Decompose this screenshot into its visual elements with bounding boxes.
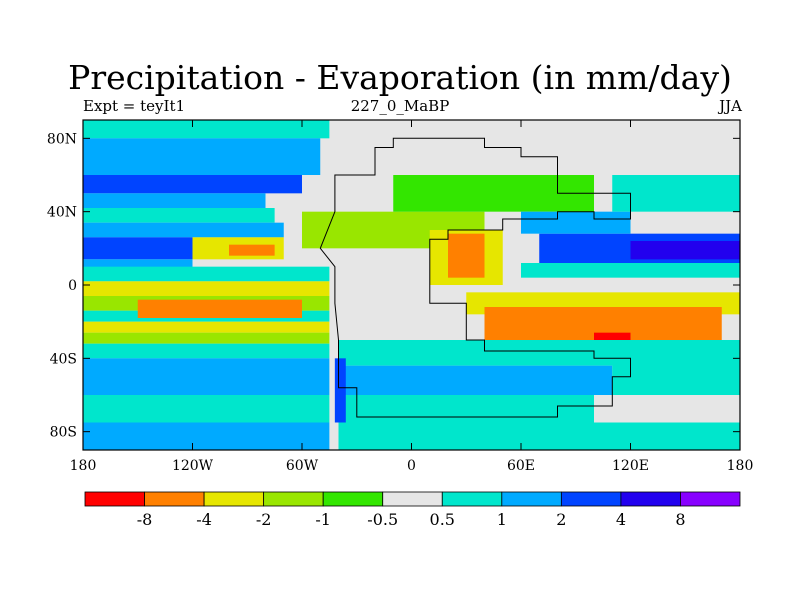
x-tick-label-3: 0: [407, 458, 416, 474]
colorbar-swatch-5: [382, 491, 443, 507]
colorbar-swatch-6: [441, 491, 503, 507]
colorbar-swatch-2: [203, 491, 265, 507]
colorbar: -8 -4 -2 -1 -0.5 0.5 1 2 4 8: [84, 491, 741, 529]
y-tick-label-0: 80N: [47, 131, 77, 147]
field-region-23: [429, 138, 521, 175]
field-region-35: [338, 365, 613, 395]
colorbar-label-8: 4: [616, 510, 626, 529]
field-region-20: [83, 422, 330, 450]
colorbar-label-1: -4: [196, 510, 212, 529]
y-tick-label-4: 80S: [50, 425, 77, 441]
map-field: [83, 120, 740, 450]
field-region-39: [338, 422, 740, 450]
colorbar-swatch-7: [501, 491, 562, 507]
x-tick-label-0: 180: [70, 458, 97, 474]
x-tick-label-4: 60E: [507, 458, 535, 474]
colorbar-swatch-1: [144, 491, 205, 507]
field-region-19: [83, 395, 330, 423]
colorbar-label-5: 0.5: [430, 510, 455, 529]
colorbar-label-7: 2: [556, 510, 566, 529]
field-region-17: [83, 343, 330, 359]
colorbar-swatch-8: [560, 491, 622, 507]
y-tick-label-2: 0: [68, 278, 77, 294]
field-region-2: [83, 175, 302, 194]
colorbar-swatch-0: [84, 491, 145, 507]
field-region-27: [630, 241, 740, 260]
colorbar-label-4: -0.5: [367, 510, 398, 529]
field-region-6: [83, 237, 193, 260]
axes: 180 120W 60W 0 60E 120E 180 80N 40N 0 40S 80S: [47, 120, 753, 474]
colorbar-swatch-4: [322, 491, 384, 507]
field-region-1: [83, 138, 321, 175]
x-tick-label-6: 180: [727, 458, 754, 474]
season-label: JJA: [719, 97, 742, 115]
colorbar-swatch-9: [620, 491, 681, 507]
field-region-29: [521, 211, 631, 234]
field-region-37: [338, 395, 594, 423]
colorbar-swatch-10: [680, 491, 741, 507]
x-tick-label-5: 120E: [612, 458, 649, 474]
x-tick-label-2: 60W: [286, 458, 319, 474]
y-tick-label-3: 40S: [50, 351, 77, 367]
field-region-9: [229, 244, 275, 256]
experiment-label: Expt = teyIt1: [83, 97, 186, 115]
colorbar-label-2: -2: [256, 510, 272, 529]
field-region-38: [334, 358, 346, 423]
field-region-11: [83, 281, 330, 296]
colorbar-label-9: 8: [675, 510, 685, 529]
field-region-30: [612, 175, 740, 212]
colorbar-label-3: -1: [315, 510, 331, 529]
field-region-15: [137, 299, 302, 318]
field-region-4: [83, 208, 275, 223]
x-tick-label-1: 120W: [172, 458, 214, 474]
colorbar-label-6: 1: [497, 510, 507, 529]
chart-title: Precipitation - Evaporation (in mm/day): [68, 58, 732, 97]
field-region-36: [612, 358, 740, 395]
field-region-18: [83, 358, 330, 395]
field-region-5: [83, 222, 284, 238]
colorbar-label-0: -8: [137, 510, 153, 529]
field-region-25: [448, 233, 485, 278]
field-region-16: [83, 332, 330, 344]
field-region-28: [521, 263, 740, 278]
period-label: 227_0_MaBP: [350, 97, 450, 115]
y-tick-label-1: 40N: [47, 205, 77, 221]
field-region-14: [83, 321, 330, 333]
continent-outline: [319, 137, 631, 418]
field-region-3: [83, 193, 266, 208]
field-region-0: [83, 120, 330, 139]
colorbar-swatch-3: [263, 491, 324, 507]
field-region-10: [83, 266, 330, 282]
